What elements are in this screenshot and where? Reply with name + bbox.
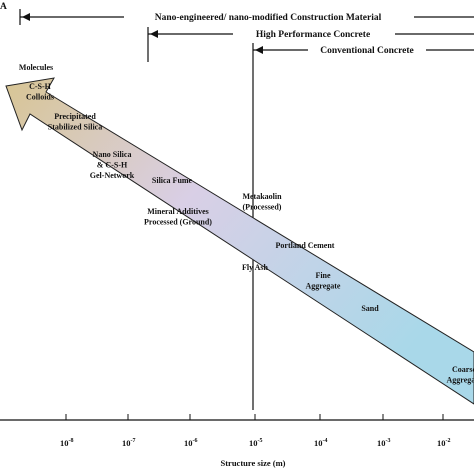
tick-base: 10 [314,438,323,448]
material-label: (Processed) [243,203,282,212]
material-label: Coarse [452,365,474,374]
size-arrow [5,77,474,405]
range-label: High Performance Concrete [256,30,370,40]
tick-label: 10-8 [60,438,74,448]
material-label: Molecules [19,63,53,72]
material-label: Processed (Ground) [144,218,212,227]
material-label: Aggregate [306,282,341,291]
range-arrowheads [22,13,263,54]
material-label: Precipitated [54,112,96,121]
material-label: Fine [315,271,331,280]
x-axis-label: Structure size (m) [221,458,286,468]
material-label: Nano Silica [93,150,132,159]
label-bg [308,44,426,56]
tick-exp: -4 [323,438,328,444]
material-label: C-S-H [29,82,52,91]
tick-label: 10-2 [437,438,451,448]
tick-base: 10 [249,438,258,448]
tick-exp: -8 [69,438,74,444]
tick-base: 10 [377,438,386,448]
material-label: Portland Cement [276,241,335,250]
tick-base: 10 [60,438,69,448]
tick-label: 10-3 [377,438,391,448]
tick-exp: -6 [193,438,198,444]
panel-label: A [0,2,7,12]
tick-exp: -5 [258,438,263,444]
material-label: Mineral Additives [147,207,209,216]
material-label: Gel-Network [90,171,135,180]
material-label: Silica Fume [152,176,193,185]
material-label: Stabilized Silica [48,123,102,132]
tick-base: 10 [122,438,131,448]
tick-base: 10 [184,438,193,448]
label-bg [124,11,414,23]
material-label: Aggregate [447,376,474,385]
material-label: Metakaolin [242,192,282,201]
material-labels: Molecules C-S-H Colloids Precipitated Stabil… [19,63,474,385]
material-label: & C-S-H [97,161,128,170]
tick-label: 10-4 [314,438,328,448]
material-label: Sand [361,304,379,313]
material-label: Colloids [26,93,54,102]
x-ticks: 10-8 10-7 10-6 10-5 10-4 10-3 10-2 [60,414,451,448]
material-label: Fly Ash [242,263,269,272]
tick-label: 10-6 [184,438,198,448]
tick-label: 10-5 [249,438,263,448]
label-bg [233,28,395,40]
range-label: Nano-engineered/ nano-modified Construct… [155,13,382,23]
tick-exp: -7 [131,438,136,444]
tick-exp: -3 [386,438,391,444]
tick-label: 10-7 [122,438,136,448]
range-label: Conventional Concrete [320,46,414,56]
tick-exp: -2 [446,438,451,444]
tick-base: 10 [437,438,446,448]
